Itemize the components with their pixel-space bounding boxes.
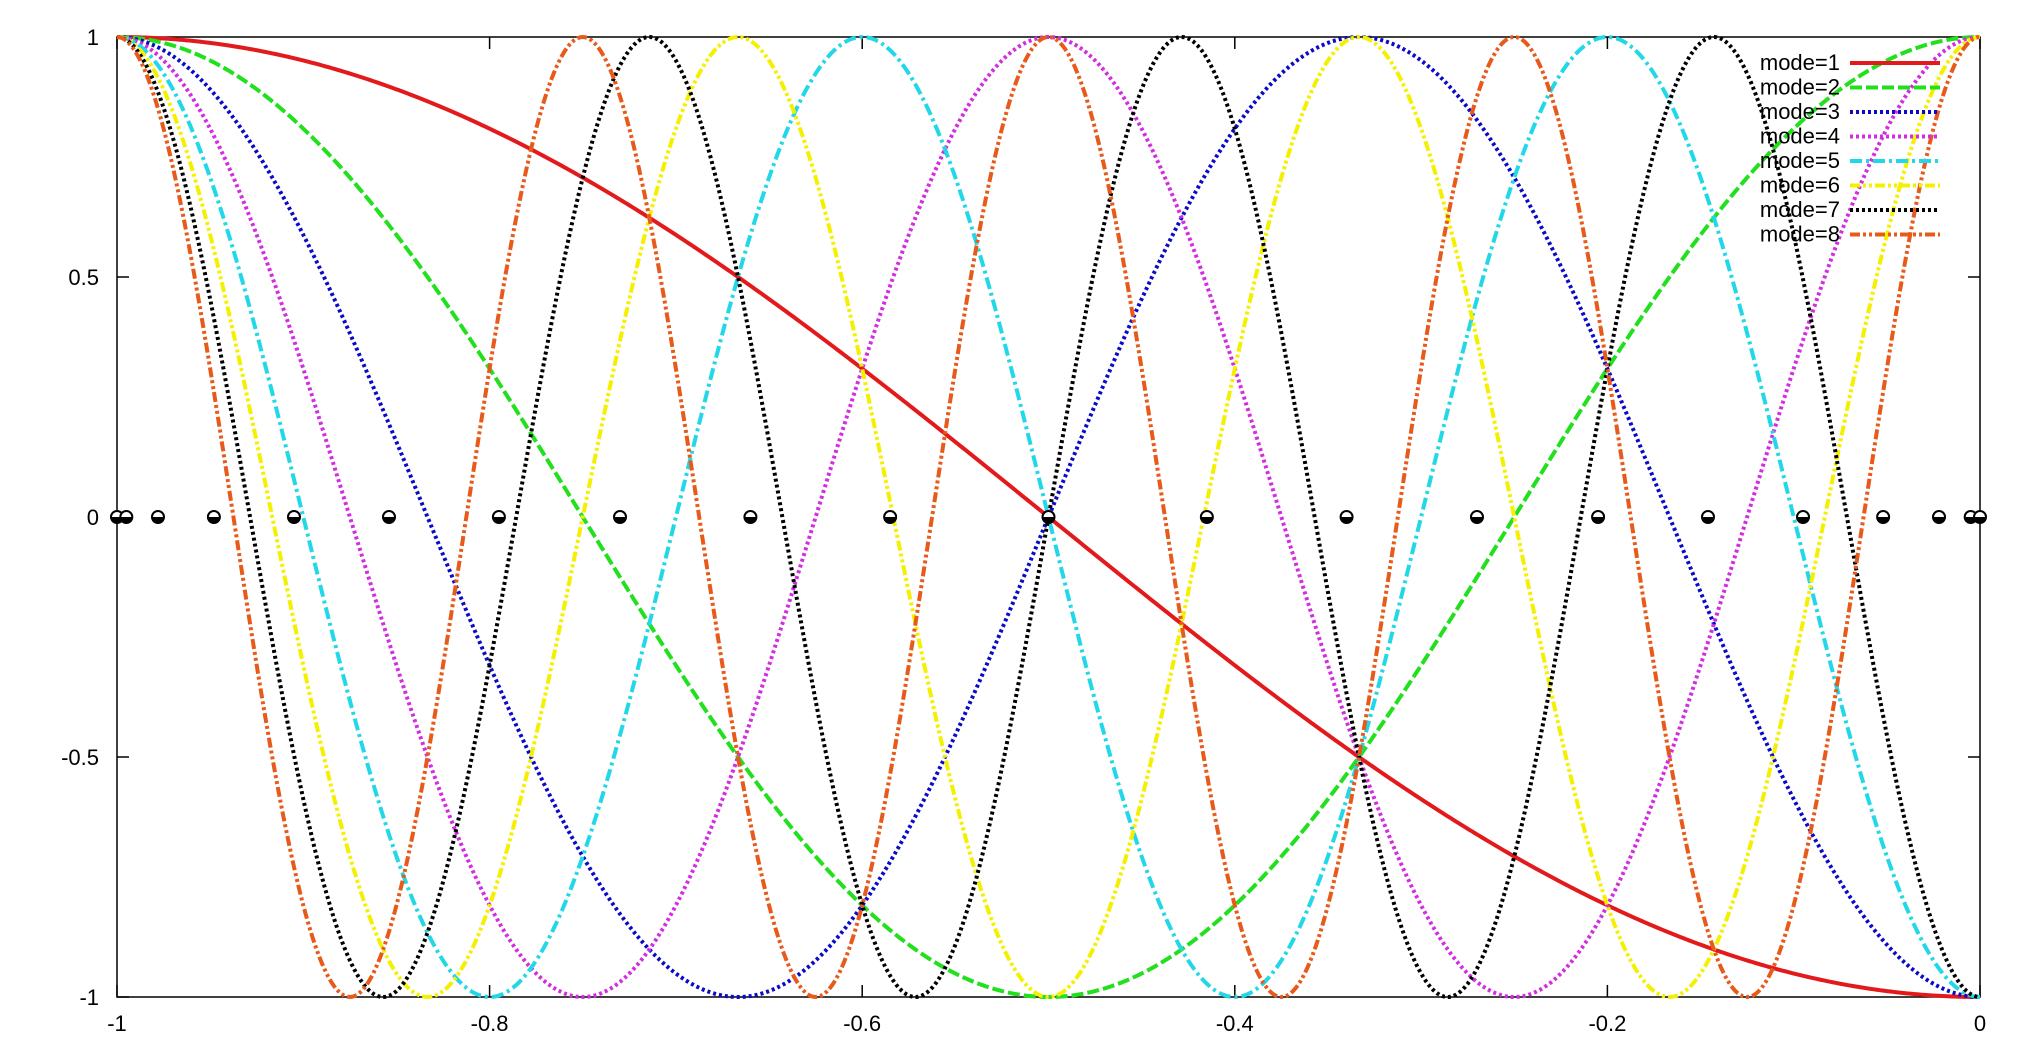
legend-label-7: mode=7 — [1760, 197, 1840, 222]
series-line-3 — [116, 34, 1981, 1000]
x-tick-label: -0.4 — [1216, 1011, 1254, 1036]
x-tick-label: -0.2 — [1588, 1011, 1626, 1036]
x-tick-label: -1 — [107, 1011, 127, 1036]
x-tick-label: -0.6 — [843, 1011, 881, 1036]
y-tick-label: -1 — [79, 985, 99, 1010]
marker-point-fill — [151, 517, 164, 523]
legend-label-8: mode=8 — [1760, 222, 1840, 247]
legend-label-3: mode=3 — [1760, 99, 1840, 124]
series-line-6 — [116, 35, 1981, 1000]
legend-label-5: mode=5 — [1760, 148, 1840, 173]
marker-point-fill — [1200, 517, 1213, 523]
legend: mode=1mode=2mode=3mode=4mode=5mode=6mode… — [1760, 50, 1940, 247]
y-tick-label: 0 — [87, 505, 99, 530]
marker-point-fill — [1974, 517, 1986, 523]
marker-point-fill — [120, 517, 133, 523]
legend-label-6: mode=6 — [1760, 173, 1840, 198]
y-tick-label: 1 — [87, 25, 99, 50]
marker-point-fill — [1877, 517, 1890, 523]
y-tick-label: -0.5 — [61, 745, 99, 770]
marker-point-fill — [884, 517, 897, 523]
marker-point-fill — [1042, 517, 1055, 523]
marker-point-fill — [1592, 517, 1605, 523]
series-line-4 — [116, 34, 1981, 1000]
marker-group — [110, 510, 1987, 524]
marker-point-fill — [382, 517, 395, 523]
marker-point-fill — [1340, 517, 1353, 523]
legend-label-1: mode=1 — [1760, 50, 1840, 75]
x-tick-label: 0 — [1974, 1011, 1986, 1036]
marker-point-fill — [1470, 517, 1483, 523]
marker-point-fill — [744, 517, 757, 523]
marker-point-fill — [1933, 517, 1946, 523]
legend-label-2: mode=2 — [1760, 75, 1840, 100]
marker-point-fill — [287, 517, 300, 523]
marker-point-fill — [492, 517, 505, 523]
marker-point-fill — [207, 517, 220, 523]
y-tick-label: 0.5 — [68, 265, 99, 290]
marker-point-fill — [614, 517, 627, 523]
x-tick-label: -0.8 — [471, 1011, 509, 1036]
marker-point-fill — [1797, 517, 1810, 523]
legend-label-4: mode=4 — [1760, 124, 1840, 149]
marker-point-fill — [1702, 517, 1715, 523]
